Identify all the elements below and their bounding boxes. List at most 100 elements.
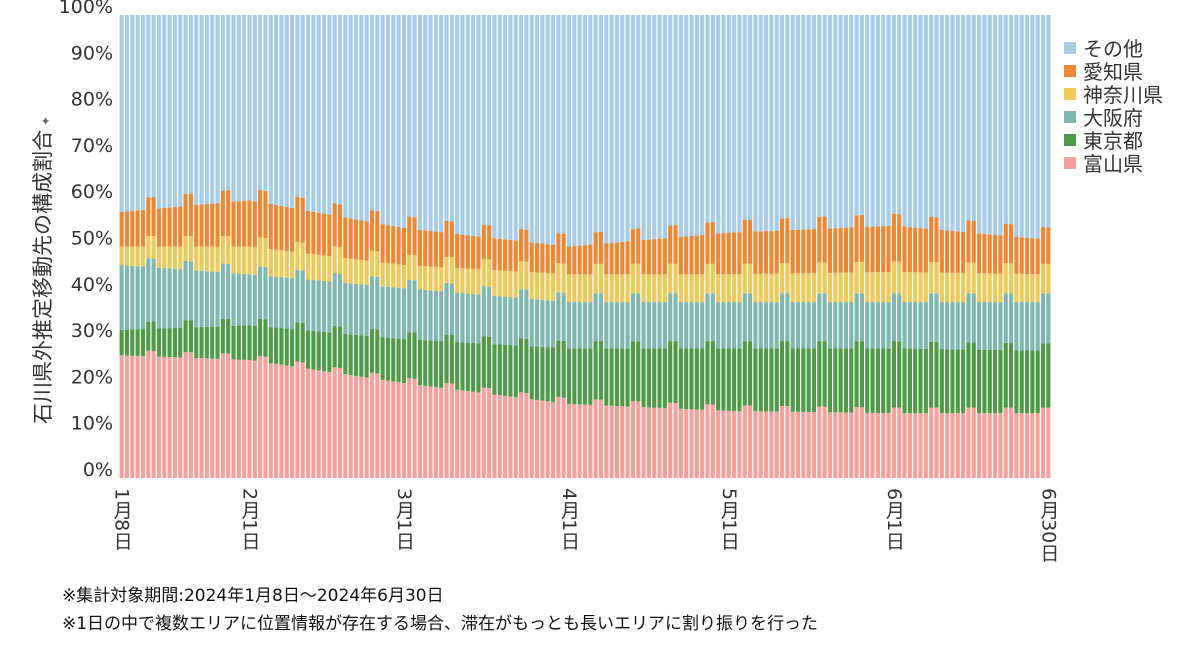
- bar-segment: [439, 291, 444, 342]
- bar-segment: [785, 293, 790, 342]
- bar-segment: [854, 262, 859, 294]
- bar-segment: [529, 242, 534, 273]
- bar-segment: [183, 236, 188, 261]
- bar-segment: [199, 358, 204, 478]
- bar-segment: [705, 341, 710, 405]
- bar-segment: [742, 263, 747, 294]
- bar-segment: [700, 409, 705, 478]
- bar-segment: [455, 342, 460, 390]
- bar-segment: [806, 302, 811, 349]
- bar-segment: [987, 273, 992, 303]
- bar-segment: [625, 274, 630, 303]
- bar-segment: [673, 263, 678, 294]
- bar-segment: [891, 15, 896, 214]
- bar-segment: [758, 411, 763, 478]
- bar-segment: [449, 221, 454, 258]
- bar-segment: [977, 349, 982, 414]
- bar-segment: [194, 358, 199, 478]
- bar-segment: [210, 358, 215, 478]
- bar-segment: [859, 214, 865, 262]
- bar-segment: [694, 235, 699, 275]
- bar-segment: [849, 227, 854, 273]
- bar-segment: [375, 251, 380, 277]
- bar-segment: [833, 15, 838, 229]
- y-tick-label: 60%: [71, 181, 113, 203]
- bar-segment: [332, 246, 337, 274]
- bar-segment: [998, 302, 1003, 350]
- bar-segment: [801, 273, 806, 303]
- bar-segment: [364, 260, 369, 285]
- bar-segment: [1046, 15, 1051, 228]
- bar-segment: [785, 218, 790, 264]
- bar-segment: [481, 387, 486, 478]
- bar-segment: [849, 272, 854, 303]
- bar-segment: [993, 15, 998, 235]
- bar-segment: [716, 233, 721, 275]
- bar-segment: [737, 15, 742, 233]
- bar-segment: [774, 348, 779, 412]
- bar-segment: [508, 297, 513, 346]
- bar-segment: [588, 302, 593, 349]
- bar-segment: [993, 413, 998, 478]
- bar-segment: [550, 347, 556, 402]
- bar-segment: [950, 15, 955, 231]
- bar-segment: [614, 302, 620, 349]
- bar-segment: [396, 15, 401, 228]
- bar-segment: [513, 15, 518, 241]
- bar-segment: [987, 413, 992, 478]
- bar-segment: [332, 325, 337, 368]
- bar-segment: [966, 220, 971, 263]
- bar-segment: [284, 206, 289, 251]
- bar-segment: [449, 334, 454, 384]
- bar-segment: [982, 273, 987, 303]
- bar-segment: [236, 201, 241, 247]
- bar-segment: [982, 413, 987, 478]
- bar-segment: [625, 15, 630, 242]
- bar-segment: [119, 15, 124, 212]
- bar-segment: [998, 235, 1003, 274]
- bar-segment: [620, 241, 625, 275]
- bar-segment: [497, 270, 502, 297]
- bar-segment: [758, 273, 763, 303]
- bar-segment: [487, 259, 492, 287]
- bar-segment: [199, 270, 204, 327]
- bar-segment: [657, 274, 662, 303]
- bar-segment: [918, 302, 923, 349]
- bar-segment: [385, 263, 391, 287]
- bar-segment: [417, 265, 422, 290]
- bar-segment: [231, 15, 236, 202]
- bar-segment: [455, 292, 460, 343]
- bar-segment: [865, 272, 870, 303]
- bar-segment: [716, 410, 721, 478]
- bar-segment: [790, 348, 795, 412]
- bar-segment: [614, 242, 620, 275]
- bar-segment: [199, 246, 204, 271]
- bar-segment: [274, 249, 279, 277]
- bar-segment: [215, 326, 220, 359]
- bar-segment: [636, 293, 641, 342]
- bar-segment: [641, 407, 646, 478]
- bar-segment: [556, 15, 561, 234]
- bar-segment: [545, 300, 550, 348]
- bar-segment: [801, 15, 806, 230]
- bar-segment: [487, 225, 492, 260]
- bar-segment: [913, 272, 918, 303]
- bar-segment: [465, 391, 470, 478]
- bar-segment: [785, 406, 790, 478]
- bar-segment: [391, 338, 396, 382]
- bar-segment: [769, 230, 774, 274]
- bar-segment: [231, 246, 236, 274]
- bar-segment: [428, 266, 433, 291]
- bar-segment: [300, 15, 305, 198]
- bar-segment: [694, 274, 699, 303]
- bar-segment: [364, 284, 369, 336]
- bar-segment: [465, 235, 470, 269]
- bar-segment: [550, 300, 556, 348]
- bar-segment: [598, 341, 604, 400]
- bar-segment: [1046, 407, 1051, 478]
- bar-segment: [785, 341, 790, 407]
- bar-segment: [609, 348, 614, 406]
- bar-segment: [827, 302, 833, 349]
- bar-segment: [353, 259, 359, 284]
- bar-segment: [1040, 293, 1046, 344]
